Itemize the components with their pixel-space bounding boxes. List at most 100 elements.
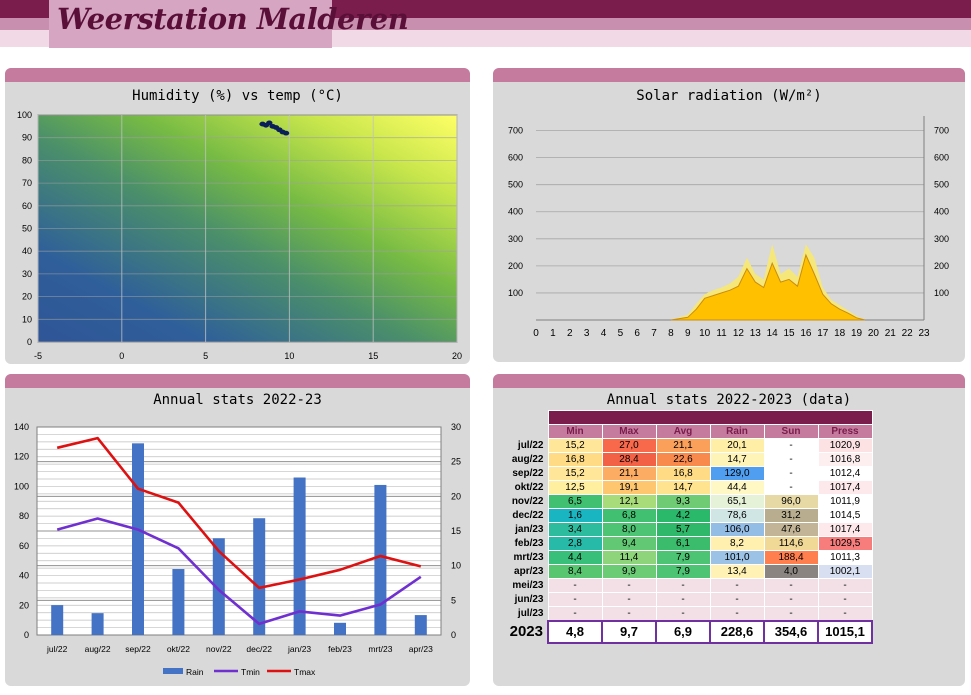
y-tick-label-right: 15 <box>451 526 461 536</box>
table-cell: 114,6 <box>763 536 819 551</box>
total-cell: 354,6 <box>763 619 819 644</box>
table-cell: 78,6 <box>709 508 765 523</box>
y-tick-label: 140 <box>14 422 29 432</box>
table-row: jan/23 3,4 8,0 5,7 106,0 47,6 1017,4 <box>496 522 873 537</box>
legend-label: Tmax <box>294 667 316 677</box>
rain-bar <box>374 484 387 635</box>
table-row: jul/22 15,2 27,0 21,1 20,1-1020,9 <box>496 438 873 453</box>
table-cell: 11,4 <box>601 550 657 565</box>
y-tick-label-right: 300 <box>934 234 949 244</box>
table-cell: - <box>817 578 873 593</box>
table-row: okt/22 12,5 19,1 14,7 44,4-1017,4 <box>496 480 873 495</box>
total-label: 2023 <box>496 620 548 643</box>
y-tick-label: 0 <box>24 630 29 640</box>
table-cell: 9,3 <box>655 494 711 509</box>
table-cell: 28,4 <box>601 452 657 467</box>
tmax-line <box>56 436 422 590</box>
solar-chart-title: Solar radiation (W/m²) <box>636 88 822 104</box>
table-cell: 15,2 <box>547 438 603 453</box>
x-tick-label: 16 <box>800 328 812 339</box>
table-cell: - <box>763 606 819 621</box>
x-tick-label: 14 <box>767 328 779 339</box>
table-cell: 1029,5 <box>817 536 873 551</box>
y-tick-label: 40 <box>22 246 32 256</box>
panel-header-bar <box>493 374 965 388</box>
table-row: mrt/23 4,4 11,4 7,9 101,0 188,4 1011,3 <box>496 550 873 565</box>
row-label: aug/22 <box>496 452 548 467</box>
data-point <box>282 130 290 136</box>
annual-chart-title: Annual stats 2022-23 <box>153 392 322 408</box>
x-tick-label: 15 <box>783 328 795 339</box>
y-tick-label-right: 700 <box>934 126 949 136</box>
y-tick-label: 80 <box>22 155 32 165</box>
x-tick-label: mrt/23 <box>368 644 392 654</box>
rain-bar <box>253 518 266 635</box>
site-title: Weerstation Malderen <box>57 2 409 36</box>
table-cell: 129,0 <box>709 466 765 481</box>
y-tick-label-right: 400 <box>934 207 949 217</box>
x-tick-label: 20 <box>868 328 880 339</box>
table-cell: 21,1 <box>601 466 657 481</box>
radiation-area <box>670 253 866 321</box>
table-cell: 13,4 <box>709 564 765 579</box>
table-cell: - <box>763 592 819 607</box>
y-tick-label: 20 <box>19 600 29 610</box>
rain-bar <box>91 613 104 635</box>
title-box <box>49 0 332 48</box>
table-cap-row <box>496 410 873 425</box>
rain-bar <box>172 569 185 635</box>
table-cell: 1014,5 <box>817 508 873 523</box>
table-cell: - <box>601 606 657 621</box>
total-cell: 4,8 <box>547 619 603 644</box>
x-tick-label: feb/23 <box>328 644 352 654</box>
table-cell: 6,5 <box>547 494 603 509</box>
table-cell: 3,4 <box>547 522 603 537</box>
annual-stats-table: Min Max Avg Rain Sun Press jul/22 15,2 27,0 21,1 2… <box>496 410 873 644</box>
table-cell: 2,8 <box>547 536 603 551</box>
x-tick-label: 15 <box>368 351 378 361</box>
row-label: sep/22 <box>496 466 548 481</box>
rain-bar <box>212 538 225 635</box>
x-tick-label: 20 <box>452 351 462 361</box>
x-tick-label: 10 <box>284 351 294 361</box>
humidity-panel: Humidity (%) vs temp (°C) 0 10 20 30 40 50 60 7… <box>5 68 470 364</box>
table-cell: 188,4 <box>763 550 819 565</box>
table-cell: 47,6 <box>763 522 819 537</box>
table-cell: - <box>817 606 873 621</box>
table-cell: - <box>763 480 819 495</box>
table-cell: 14,7 <box>655 480 711 495</box>
table-header-row: Min Max Avg Rain Sun Press <box>496 424 873 439</box>
y-tick-label: 300 <box>508 234 523 244</box>
x-tick-label: 6 <box>634 328 640 339</box>
x-tick-label: -5 <box>34 351 42 361</box>
x-tick-label: 3 <box>584 328 590 339</box>
table-cap <box>547 410 873 425</box>
x-tick-label: 21 <box>885 328 897 339</box>
table-cell: 1020,9 <box>817 438 873 453</box>
y-tick-label: 200 <box>508 261 523 271</box>
x-tick-label: 7 <box>651 328 657 339</box>
total-cell: 6,9 <box>655 619 711 644</box>
table-cell: 4,4 <box>547 550 603 565</box>
table-cell: - <box>709 592 765 607</box>
x-tick-label: jan/23 <box>287 644 311 654</box>
y-tick-label-right: 20 <box>451 491 461 501</box>
x-tick-label: aug/22 <box>85 644 111 654</box>
y-tick-label: 500 <box>508 180 523 190</box>
table-row: sep/22 15,2 21,1 16,8 129,0-1012,4 <box>496 466 873 481</box>
table-cell: 8,4 <box>547 564 603 579</box>
y-tick-label-right: 500 <box>934 180 949 190</box>
y-tick-label: 120 <box>14 452 29 462</box>
table-row: jun/23- - - - - - <box>496 592 873 607</box>
y-tick-label: 600 <box>508 153 523 163</box>
y-tick-label: 90 <box>22 133 32 143</box>
rain-bar <box>293 477 306 635</box>
x-tick-label: 1 <box>550 328 556 339</box>
solar-panel: Solar radiation (W/m²) 100 100 200 200 300 30… <box>493 68 965 362</box>
y-tick-label-right: 10 <box>451 561 461 571</box>
column-header: Avg <box>655 424 711 439</box>
table-cell: 16,8 <box>655 466 711 481</box>
table-cell: 16,8 <box>547 452 603 467</box>
table-cell: 19,1 <box>601 480 657 495</box>
